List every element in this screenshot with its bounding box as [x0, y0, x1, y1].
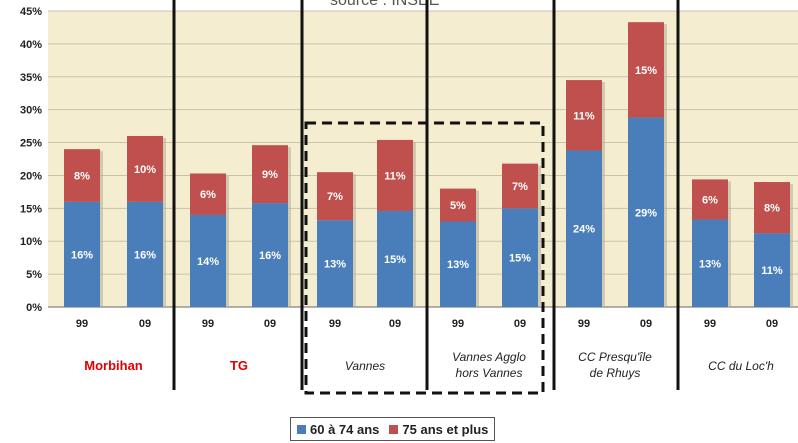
bar-segment-75-plus — [64, 149, 100, 202]
data-label-75-plus: 5% — [450, 200, 466, 212]
x-tick-label: 99 — [704, 318, 716, 330]
group-label: Vannes Agglo — [452, 350, 526, 364]
data-label-60-74: 15% — [384, 254, 406, 266]
x-tick-label: 99 — [202, 318, 214, 330]
data-label-75-plus: 11% — [573, 110, 595, 122]
bar-segment-75-plus — [628, 22, 664, 118]
y-tick-label: 40% — [20, 39, 42, 51]
y-tick-label: 25% — [20, 138, 42, 150]
group-label: Vannes — [345, 359, 385, 373]
bar-segment-75-plus — [190, 173, 226, 215]
y-tick-label: 0% — [26, 302, 42, 314]
bar-segment-60-74 — [566, 150, 602, 307]
bar-segment-60-74 — [64, 201, 100, 307]
data-label-60-74: 29% — [635, 207, 657, 219]
bar-segment-60-74 — [754, 233, 790, 307]
group-label: Morbihan — [84, 358, 143, 373]
legend-label-75-plus: 75 ans et plus — [402, 421, 489, 437]
highlight-dashed-box — [304, 121, 545, 395]
data-label-75-plus: 8% — [74, 170, 90, 182]
y-tick-label: 45% — [20, 6, 42, 18]
bar-segment-75-plus — [252, 145, 288, 204]
bar-segment-60-74 — [502, 208, 538, 307]
x-tick-label: 09 — [514, 318, 526, 330]
bar-segment-75-plus — [127, 135, 163, 202]
bar-segment-60-74 — [628, 117, 664, 307]
data-label-60-74: 24% — [573, 224, 595, 236]
bar-segment-75-plus — [317, 172, 353, 221]
data-label-60-74: 16% — [259, 250, 281, 262]
data-label-75-plus: 10% — [134, 164, 156, 176]
data-label-75-plus: 15% — [635, 65, 657, 77]
bar-segment-60-74 — [317, 220, 353, 307]
data-label-60-74: 16% — [134, 249, 156, 261]
y-tick-label: 15% — [20, 203, 42, 215]
bar-segment-60-74 — [377, 210, 413, 307]
x-tick-label: 09 — [766, 318, 778, 330]
x-tick-label: 99 — [329, 318, 341, 330]
data-label-75-plus: 11% — [384, 170, 406, 182]
y-tick-label: 30% — [20, 105, 42, 117]
data-label-75-plus: 7% — [327, 191, 343, 203]
legend-item-60-74: 60 à 74 ans — [297, 422, 379, 437]
data-label-60-74: 13% — [447, 259, 469, 271]
data-label-75-plus: 9% — [262, 169, 278, 181]
x-tick-label: 99 — [578, 318, 590, 330]
y-tick-label: 5% — [26, 269, 42, 281]
data-label-75-plus: 6% — [702, 194, 718, 206]
legend-swatch-60-74 — [297, 424, 306, 434]
x-tick-label: 09 — [640, 318, 652, 330]
y-tick-label: 20% — [20, 170, 42, 182]
bar-segment-75-plus — [502, 163, 538, 209]
data-label-60-74: 15% — [509, 253, 531, 265]
legend-label-60-74: 60 à 74 ans — [310, 421, 380, 437]
data-label-75-plus: 6% — [200, 189, 216, 201]
y-tick-label: 10% — [20, 236, 42, 248]
bar-segment-75-plus — [692, 179, 728, 220]
x-tick-label: 99 — [452, 318, 464, 330]
data-label-60-74: 13% — [324, 259, 346, 271]
chart-source-title: source : INSEE — [330, 0, 440, 9]
data-label-60-74: 13% — [699, 258, 721, 270]
group-label: hors Vannes — [456, 366, 523, 380]
bar-segment-75-plus — [440, 188, 476, 222]
data-label-60-74: 11% — [761, 265, 783, 277]
x-tick-label: 09 — [389, 318, 401, 330]
legend-swatch-75-plus — [389, 424, 399, 434]
legend-item-75-plus: 75 ans et plus — [389, 422, 488, 437]
x-tick-label: 99 — [76, 318, 88, 330]
data-label-75-plus: 7% — [512, 181, 528, 193]
y-tick-label: 35% — [20, 72, 42, 84]
bar-segment-75-plus — [566, 80, 602, 151]
data-label-75-plus: 8% — [764, 203, 780, 215]
group-label: CC Presqu'île — [578, 350, 652, 364]
group-label: de Rhuys — [590, 366, 641, 380]
bar-segment-75-plus — [754, 182, 790, 234]
bar-segment-60-74 — [692, 219, 728, 307]
group-label: TG — [230, 358, 248, 373]
x-tick-label: 09 — [264, 318, 276, 330]
bar-segment-60-74 — [127, 201, 163, 307]
data-label-60-74: 14% — [197, 256, 219, 268]
bar-segment-60-74 — [190, 214, 226, 307]
bar-segment-60-74 — [440, 221, 476, 307]
data-label-60-74: 16% — [71, 249, 93, 261]
chart-legend: 60 à 74 ans 75 ans et plus — [290, 417, 496, 441]
bar-segment-60-74 — [252, 203, 288, 307]
group-label: CC du Loc'h — [708, 359, 774, 373]
bar-segment-75-plus — [377, 139, 413, 211]
x-tick-label: 09 — [139, 318, 151, 330]
